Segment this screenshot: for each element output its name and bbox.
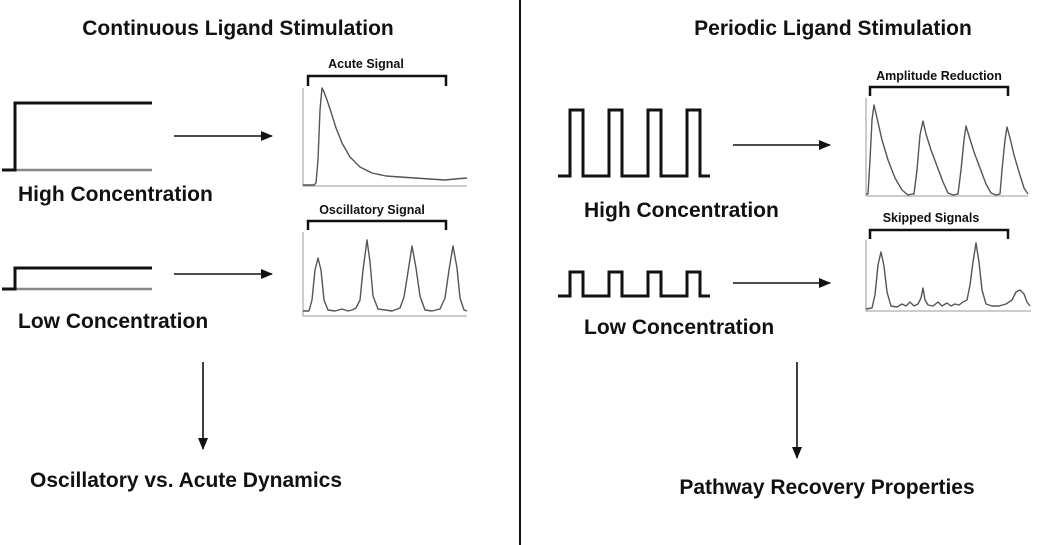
left-title: Continuous Ligand Stimulation [82,17,393,40]
acute-signal-bracket [306,74,448,86]
right-low-stimulus [558,270,710,298]
right-high-label: High Concentration [584,199,779,222]
right-low-label: Low Concentration [584,316,774,339]
amplitude-reduction-bracket [868,85,1010,96]
skipped-signals-label: Skipped Signals [883,211,980,225]
amplitude-reduction-label: Amplitude Reduction [876,69,1002,83]
left-outcome: Oscillatory vs. Acute Dynamics [30,469,342,492]
oscillatory-signal-trace [303,239,468,312]
right-high-stimulus [558,108,710,178]
oscillatory-signal-bracket [306,219,448,230]
skipped-signals-plot [865,240,1031,312]
left-high-label: High Concentration [18,183,213,206]
acute-signal-label: Acute Signal [328,57,404,71]
left-low-stimulus [2,266,152,291]
oscillatory-signal-label: Oscillatory Signal [319,203,425,217]
amplitude-reduction-trace [866,104,1029,196]
left-high-stimulus [2,101,152,172]
skipped-signals-bracket [868,228,1010,239]
acute-signal-plot [302,87,468,187]
left-low-label: Low Concentration [18,310,208,333]
right-outcome: Pathway Recovery Properties [679,476,974,499]
right-title: Periodic Ligand Stimulation [694,17,972,40]
amplitude-reduction-plot [865,98,1029,197]
acute-signal-trace [303,87,468,186]
oscillatory-signal-plot [302,232,468,317]
skipped-signals-trace [865,242,1031,310]
